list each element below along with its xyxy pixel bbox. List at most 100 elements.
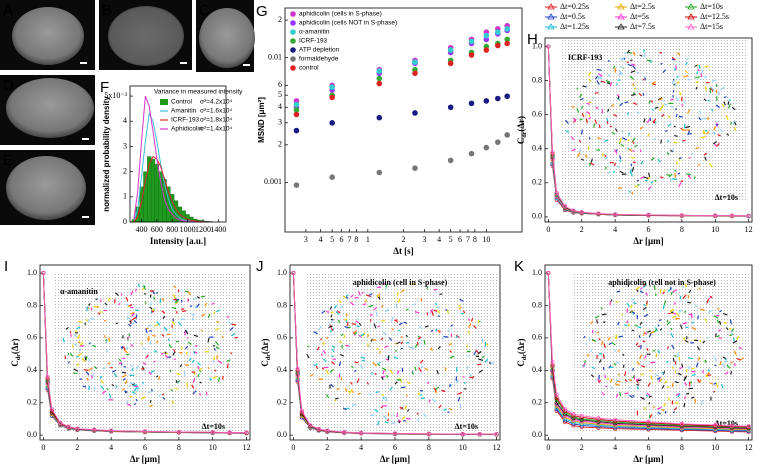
scale-bar xyxy=(243,64,250,66)
flow-vector xyxy=(93,365,98,370)
microscopy-images xyxy=(0,0,255,225)
flow-vector xyxy=(93,305,98,308)
flow-vector xyxy=(368,393,373,396)
flow-vector xyxy=(736,335,740,340)
flow-vector xyxy=(406,408,410,412)
flow-vector xyxy=(69,352,74,357)
legend-variance: σ²=1.4x10⁴ xyxy=(200,126,232,133)
data-point xyxy=(596,211,601,216)
flow-vectors xyxy=(306,281,495,426)
y-tick-label: 0.2 xyxy=(532,398,542,407)
flow-vector xyxy=(400,335,403,339)
flow-vector xyxy=(675,312,680,317)
flow-vector xyxy=(610,299,613,302)
flow-vector xyxy=(212,375,218,379)
flow-vector xyxy=(667,123,672,127)
data-point xyxy=(468,38,475,45)
flow-vector xyxy=(736,357,741,361)
flow-vector xyxy=(420,394,422,397)
x-tick-label: 1400 xyxy=(210,225,226,234)
flow-vector xyxy=(722,356,727,360)
flow-vector xyxy=(128,323,132,327)
flow-vector xyxy=(676,75,679,79)
flow-vector xyxy=(417,335,420,338)
flow-vector xyxy=(175,299,179,303)
correlation-line xyxy=(547,46,749,217)
flow-vector xyxy=(145,328,148,334)
y-tick-label: 0.0 xyxy=(532,430,542,439)
flow-vector xyxy=(594,315,600,319)
flow-vector xyxy=(123,349,128,354)
x-tick-label: 4 xyxy=(437,235,441,244)
flow-vector xyxy=(72,372,78,375)
flow-vector xyxy=(437,309,440,314)
correlation-line xyxy=(292,273,497,435)
flow-vector xyxy=(580,105,584,110)
flow-vector xyxy=(417,336,422,340)
flow-vector xyxy=(673,134,678,137)
flow-vector xyxy=(644,354,647,359)
flow-vector xyxy=(647,186,652,190)
flow-vector xyxy=(590,349,593,353)
flow-vector xyxy=(683,100,686,104)
flow-vector xyxy=(82,385,87,388)
y-axis-label-part: C xyxy=(10,360,20,367)
flow-vector xyxy=(586,353,590,357)
flow-vector xyxy=(184,364,189,367)
legend-marker xyxy=(290,56,296,62)
flow-vector xyxy=(200,329,204,332)
flow-vector xyxy=(128,333,131,337)
flow-vector xyxy=(88,367,93,372)
flow-vector xyxy=(455,379,460,384)
flow-vector xyxy=(457,391,463,395)
legend-label: Δt=7.5s xyxy=(630,22,655,31)
y-axis-label: Cdr(Δr) xyxy=(516,338,528,366)
flow-vector xyxy=(704,86,707,91)
flow-vector xyxy=(666,319,669,323)
flow-vector xyxy=(679,324,683,330)
flow-vectors xyxy=(582,279,744,419)
flow-vector xyxy=(376,420,380,426)
flow-vector xyxy=(576,87,579,90)
flow-vector xyxy=(387,355,390,361)
flow-vector xyxy=(369,294,373,298)
flow-vector xyxy=(310,373,314,377)
x-tick-label: 600 xyxy=(151,225,163,234)
data-point xyxy=(447,157,454,164)
flow-vector xyxy=(90,375,93,379)
flow-vector xyxy=(607,171,611,175)
flow-vector xyxy=(124,390,128,393)
flow-vector xyxy=(636,383,640,386)
flow-vector xyxy=(122,346,126,350)
flow-vector xyxy=(725,114,729,120)
flow-vector xyxy=(696,71,699,75)
flow-vector xyxy=(615,83,619,86)
flow-vector xyxy=(620,143,624,147)
flow-vector xyxy=(680,180,684,183)
flow-vector xyxy=(637,184,640,186)
y-tick-label: 1.0 xyxy=(532,41,542,50)
flow-vector xyxy=(649,331,655,335)
flow-vector xyxy=(691,373,696,377)
flow-vector xyxy=(466,366,469,370)
flow-vector xyxy=(711,79,717,82)
flow-vector xyxy=(78,348,82,352)
data-point xyxy=(546,271,551,276)
flow-vector xyxy=(721,383,724,389)
flow-vector xyxy=(313,363,318,367)
x-axis-label: Δr [μm] xyxy=(633,454,663,464)
y-axis-label-part: C xyxy=(516,360,526,367)
flow-vector xyxy=(115,322,118,325)
flow-vector xyxy=(357,392,361,395)
flow-vector xyxy=(664,103,668,106)
flow-vector xyxy=(131,316,137,321)
y-tick-label: 0.2 xyxy=(532,178,542,187)
flow-vector xyxy=(183,371,186,377)
flow-vector xyxy=(149,404,153,408)
flow-vector xyxy=(75,329,78,333)
flow-vector xyxy=(350,365,354,368)
flow-vector xyxy=(401,416,406,421)
panel-letter: I xyxy=(4,258,8,275)
flow-vector xyxy=(328,325,333,329)
flow-vector xyxy=(182,310,187,313)
